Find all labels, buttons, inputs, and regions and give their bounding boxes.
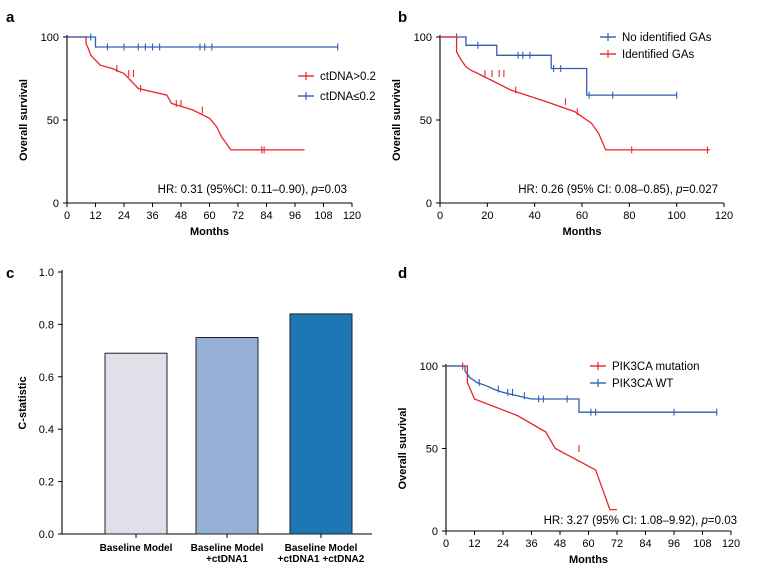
y-tick-label: 0 [432, 526, 438, 538]
y-tick-label: 100 [414, 32, 432, 44]
x-tick-label: 108 [693, 538, 711, 550]
x-tick-label: 84 [260, 210, 272, 222]
panel-letter-a: a [6, 9, 15, 26]
y-tick-label: 1.0 [39, 267, 54, 279]
y-tick-label: 0.2 [39, 477, 54, 489]
y-tick-label: 50 [426, 444, 438, 456]
series-line-1 [440, 36, 710, 151]
y-tick-label: 0 [53, 198, 59, 210]
x-tick-label: 72 [232, 210, 244, 222]
y-tick-label: 100 [41, 32, 59, 44]
bar-0 [104, 352, 168, 535]
legend-label: ctDNA≤0.2 [320, 91, 376, 103]
panel-letter-c: c [6, 265, 14, 282]
x-tick-label: 12 [468, 538, 480, 550]
x-tick-label: 120 [722, 538, 740, 550]
x-axis-title: Months [562, 226, 601, 238]
panel-c-bar-chart: 0.0 0.2 0.4 0.6 0.8 1.0 C-statistic Baseline Mo… [17, 267, 372, 565]
y-tick-label: 0 [426, 198, 432, 210]
series-line-1 [67, 36, 338, 48]
x-tick-label: 84 [639, 538, 651, 550]
x-tick-label: 96 [289, 210, 301, 222]
bar-2 [289, 313, 353, 535]
y-tick-label: 0.4 [39, 424, 54, 436]
y-axis-title: Overall survival [18, 79, 30, 161]
panel-a-km-plot: 0 12 24 36 48 60 72 84 96 108 120 0 50 100 Months Overa… [18, 32, 376, 238]
panel-letter-b: b [398, 9, 407, 26]
bar-category-label: Baseline Model [285, 543, 358, 554]
legend-label: PIK3CA WT [612, 378, 673, 390]
x-tick-label: 36 [146, 210, 158, 222]
y-axis-title: Overall survival [397, 408, 409, 490]
x-tick-label: 60 [203, 210, 215, 222]
legend-label: ctDNA>0.2 [320, 71, 376, 83]
x-tick-label: 40 [529, 210, 541, 222]
bar-1 [195, 337, 259, 535]
series-line-1 [446, 365, 717, 413]
y-tick-label: 100 [420, 361, 438, 373]
x-tick-label: 96 [668, 538, 680, 550]
bar-category-label: Baseline Model [191, 543, 264, 554]
legend-label: No identified GAs [622, 32, 712, 44]
hr-annotation: HR: 0.31 (95%CI: 0.11–0.90), p=0.03 [158, 184, 347, 196]
bar-category-label: Baseline Model [100, 543, 173, 554]
x-tick-label: 20 [481, 210, 493, 222]
legend-label: PIK3CA mutation [612, 361, 700, 373]
series-line-0 [446, 365, 617, 511]
y-axis-title: C-statistic [17, 376, 29, 429]
x-tick-label: 48 [554, 538, 566, 550]
y-tick-label: 50 [420, 115, 432, 127]
x-tick-label: 60 [582, 538, 594, 550]
x-tick-label: 24 [118, 210, 130, 222]
series-line-0 [67, 36, 305, 151]
legend-label: Identified GAs [622, 49, 694, 61]
x-tick-label: 100 [667, 210, 685, 222]
y-axis-title: Overall survival [391, 79, 403, 161]
x-axis-title: Months [190, 226, 229, 238]
y-tick-label: 0.0 [39, 529, 54, 541]
panel-d-km-plot: 0 12 24 36 48 60 72 84 96 108 120 0 50 100 Months Overa… [397, 361, 740, 566]
y-tick-label: 0.8 [39, 319, 54, 331]
y-tick-label: 0.6 [39, 372, 54, 384]
x-tick-label: 108 [314, 210, 332, 222]
x-tick-label: 12 [89, 210, 101, 222]
x-tick-label: 0 [443, 538, 449, 550]
x-tick-label: 120 [343, 210, 361, 222]
x-tick-label: 36 [525, 538, 537, 550]
x-tick-label: 72 [611, 538, 623, 550]
x-axis-title: Months [569, 554, 608, 566]
x-tick-label: 80 [623, 210, 635, 222]
hr-annotation: HR: 3.27 (95% CI: 1.08–9.92), p=0.03 [544, 515, 737, 527]
x-tick-label: 60 [576, 210, 588, 222]
x-tick-label: 120 [715, 210, 733, 222]
y-tick-label: 50 [47, 115, 59, 127]
x-tick-label: 0 [437, 210, 443, 222]
x-tick-label: 48 [175, 210, 187, 222]
hr-annotation: HR: 0.26 (95% CI: 0.08–0.85), p=0.027 [518, 184, 718, 196]
panel-b-km-plot: 0 20 40 60 80 100 120 0 50 100 Months Overall survi… [391, 32, 733, 238]
bar-category-label: +ctDNA1 [206, 554, 248, 565]
x-tick-label: 0 [64, 210, 70, 222]
x-tick-label: 24 [497, 538, 509, 550]
series-line-0 [440, 36, 677, 96]
bar-category-label: +ctDNA1 +ctDNA2 [278, 554, 365, 565]
panel-letter-d: d [398, 265, 407, 282]
